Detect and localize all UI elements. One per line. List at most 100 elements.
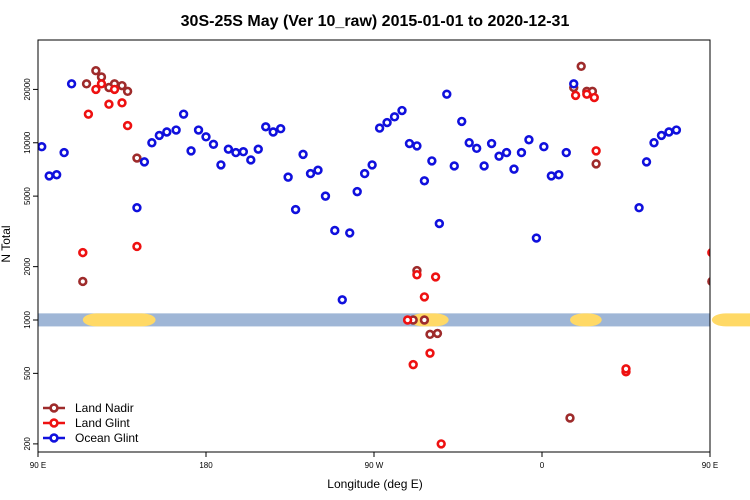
data-point bbox=[359, 168, 370, 179]
data-point bbox=[591, 146, 601, 156]
data-point bbox=[479, 161, 489, 171]
data-point bbox=[305, 168, 316, 179]
y-tick-label: 200 bbox=[23, 437, 32, 451]
data-point bbox=[122, 86, 133, 97]
data-point bbox=[561, 147, 571, 158]
legend-marker bbox=[49, 433, 59, 443]
data-point bbox=[531, 233, 542, 243]
y-tick-label: 500 bbox=[23, 366, 32, 380]
data-point bbox=[419, 292, 430, 302]
data-point bbox=[275, 124, 286, 134]
data-point bbox=[171, 125, 181, 135]
legend-item: Land Nadir bbox=[43, 401, 134, 415]
data-point bbox=[78, 247, 88, 258]
data-point bbox=[425, 348, 435, 358]
data-point bbox=[565, 413, 575, 423]
data-point bbox=[449, 161, 459, 171]
data-point bbox=[516, 147, 527, 158]
data-point bbox=[313, 165, 323, 175]
x-tick-label: 90 W bbox=[365, 461, 384, 470]
land-band-segment bbox=[82, 313, 156, 327]
data-point bbox=[524, 135, 534, 145]
data-point bbox=[656, 130, 667, 141]
data-point bbox=[569, 79, 579, 89]
data-point bbox=[494, 151, 504, 161]
plot-background bbox=[38, 40, 710, 452]
y-axis: 200 500 1000 2000 5000 10000 20000 bbox=[23, 78, 38, 451]
data-point bbox=[402, 315, 413, 325]
data-point bbox=[442, 89, 452, 99]
x-axis-label: Longitude (deg E) bbox=[327, 477, 422, 491]
data-point bbox=[471, 143, 482, 154]
data-point bbox=[81, 79, 92, 89]
y-axis-label: N Total bbox=[0, 225, 13, 262]
data-point bbox=[430, 272, 441, 282]
x-axis: 90 E 180 90 W 0 90 E bbox=[30, 452, 718, 470]
data-point bbox=[432, 328, 443, 339]
data-point bbox=[109, 84, 120, 95]
data-point bbox=[746, 99, 750, 106]
data-point bbox=[649, 138, 659, 148]
data-point bbox=[147, 138, 157, 148]
data-point bbox=[337, 295, 347, 305]
data-point bbox=[132, 241, 142, 252]
data-point bbox=[419, 176, 430, 186]
data-point bbox=[570, 90, 581, 101]
data-point bbox=[589, 92, 599, 103]
data-point bbox=[290, 204, 301, 215]
data-point bbox=[261, 122, 271, 132]
data-point bbox=[509, 164, 519, 174]
data-point bbox=[193, 125, 204, 135]
data-point bbox=[298, 149, 308, 160]
data-point bbox=[464, 138, 474, 148]
series-land-glint bbox=[78, 79, 750, 449]
data-point bbox=[66, 79, 77, 89]
data-point bbox=[707, 248, 710, 257]
data-point bbox=[51, 170, 62, 180]
data-point bbox=[671, 125, 682, 135]
data-point bbox=[412, 141, 422, 151]
ocean-band bbox=[38, 313, 710, 327]
x-tick-label: 0 bbox=[540, 461, 545, 470]
data-point bbox=[434, 218, 445, 229]
data-point bbox=[621, 364, 631, 374]
y-tick-label: 1000 bbox=[23, 311, 32, 329]
data-point bbox=[186, 146, 196, 156]
data-point bbox=[374, 123, 385, 133]
data-point bbox=[486, 138, 497, 149]
x-tick-label: 180 bbox=[199, 461, 213, 470]
y-tick-label: 10000 bbox=[23, 131, 32, 154]
data-point bbox=[746, 82, 750, 89]
data-points bbox=[38, 61, 750, 449]
data-point bbox=[576, 61, 586, 72]
data-point bbox=[320, 191, 331, 201]
data-point bbox=[246, 155, 256, 165]
legend-item: Land Glint bbox=[43, 416, 130, 430]
data-point bbox=[412, 270, 422, 280]
data-point bbox=[352, 186, 362, 197]
data-point bbox=[154, 130, 165, 141]
data-point bbox=[367, 160, 377, 170]
data-point bbox=[78, 276, 88, 287]
x-tick-label: 90 E bbox=[30, 461, 46, 470]
data-point bbox=[231, 147, 241, 158]
data-point bbox=[382, 117, 392, 128]
y-tick-label: 5000 bbox=[23, 187, 32, 205]
data-point bbox=[419, 315, 430, 325]
data-point bbox=[714, 80, 721, 87]
data-point bbox=[268, 127, 278, 137]
data-point bbox=[404, 138, 415, 149]
land-band-segment bbox=[570, 313, 602, 327]
land-band-segment bbox=[711, 313, 750, 327]
data-point bbox=[345, 228, 355, 238]
chart-title: 30S-25S May (Ver 10_raw) 2015-01-01 to 2… bbox=[181, 13, 570, 30]
data-point bbox=[397, 105, 407, 116]
data-point bbox=[722, 67, 729, 74]
legend-label: Ocean Glint bbox=[75, 431, 139, 445]
data-point bbox=[425, 329, 435, 340]
data-point bbox=[253, 144, 263, 154]
data-point bbox=[539, 142, 549, 152]
series-ocean-glint bbox=[38, 79, 682, 305]
data-point bbox=[216, 160, 226, 170]
